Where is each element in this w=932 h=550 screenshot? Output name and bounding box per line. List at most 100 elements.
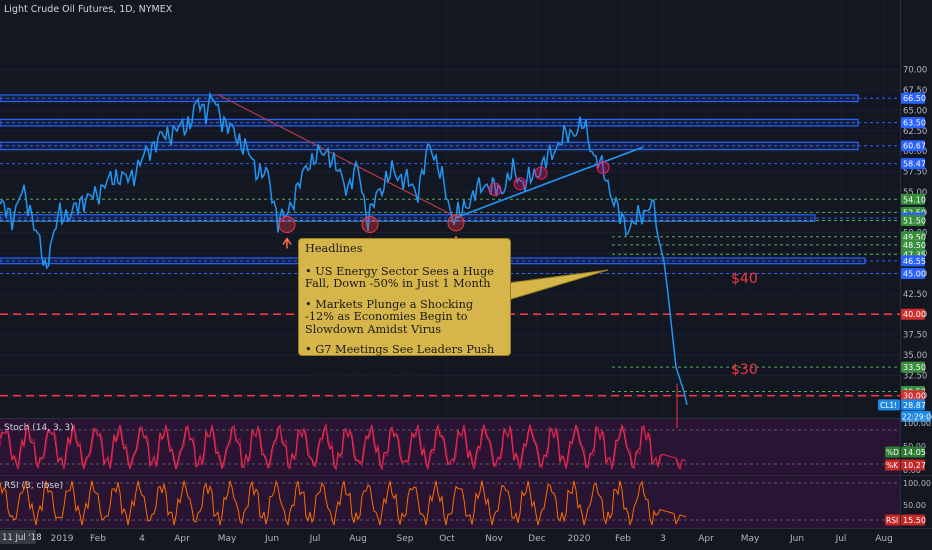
time-start-label: 11 Jul '18 <box>2 533 42 543</box>
rsi-line[interactable] <box>0 479 687 527</box>
price-badge-label: 33.50 <box>903 363 926 372</box>
swing-low-marker[interactable] <box>447 214 465 232</box>
time-tick-label: Apr <box>174 534 190 544</box>
price-tick-label: 55.00 <box>903 188 927 198</box>
symbol-tag <box>878 399 900 411</box>
resistance-zone[interactable] <box>0 214 816 222</box>
stoch-d-tag-label: %D <box>886 448 899 457</box>
price-badge <box>901 214 925 226</box>
stoch-k-line[interactable] <box>0 422 687 471</box>
time-tick-label: 2020 <box>568 534 591 544</box>
price-badge-label: 58.47 <box>903 160 926 169</box>
price-tick-label: 37.50 <box>903 331 927 341</box>
symbol-tag-label: CL1! <box>880 401 897 410</box>
price-badge-label: 49.50 <box>903 233 926 242</box>
time-tick-label: Aug <box>875 534 893 544</box>
stoch-k-tag-label: %K <box>886 461 899 470</box>
price-badge-label: 46.55 <box>903 257 926 266</box>
price-tick-label: 42.50 <box>903 290 927 300</box>
countdown-badge <box>901 410 931 422</box>
rsi-badge <box>901 514 925 526</box>
rsi-label: RSI (3, close) <box>4 481 63 491</box>
stoch-d-line[interactable] <box>0 424 687 470</box>
time-tick-label: Feb <box>615 534 631 544</box>
price-badge <box>901 308 925 320</box>
trendline-blue[interactable] <box>454 146 644 219</box>
rsi-tick-label: 50.00 <box>903 501 926 510</box>
arrow-up-icon <box>282 237 292 249</box>
time-tick-label: Dec <box>528 534 545 544</box>
time-tick-label: Jun <box>264 534 279 544</box>
price-badge <box>901 399 925 411</box>
headline-item: • G7 Meetings See Leaders Push for Any M… <box>305 343 495 381</box>
time-tick-label: Sep <box>397 534 414 544</box>
level-40-label: $40 <box>731 271 758 287</box>
price-badge <box>901 390 925 402</box>
stoch-d-badge-label: 14.05 <box>903 448 926 457</box>
price-badge-label: 47.35 <box>903 250 926 259</box>
price-badge-label: 60.67 <box>903 142 926 151</box>
time-tick-label: 2019 <box>51 534 74 544</box>
price-badge <box>901 239 925 251</box>
stoch-d-badge <box>901 446 925 458</box>
swing-low-marker[interactable] <box>278 216 296 234</box>
price-badge-label: 30.00 <box>903 392 926 401</box>
time-tick-label: Jun <box>789 534 804 544</box>
price-tick-label: 67.50 <box>903 86 927 96</box>
time-tick-label: Jul <box>309 534 321 544</box>
price-tick-label: 32.50 <box>903 371 927 381</box>
time-tick-label: Feb <box>90 534 106 544</box>
time-tick-label: Aug <box>349 534 367 544</box>
time-tick-label: 4 <box>139 534 145 544</box>
touch-marker[interactable] <box>596 161 610 174</box>
headlines-title: Headlines <box>305 242 363 255</box>
touch-marker[interactable] <box>513 177 527 191</box>
price-badge-label: 51.50 <box>903 216 926 225</box>
stoch-pane[interactable] <box>0 419 900 475</box>
rsi-tick-label: 100.00 <box>903 479 931 488</box>
stoch-k-tag <box>885 459 900 471</box>
headlines-callout[interactable]: Headlines • US Energy Sector Sees a Huge… <box>298 238 511 381</box>
headline-item: • Markets Plunge a Shocking -12% as Econ… <box>305 297 474 336</box>
price-tick-label: 60.00 <box>903 147 927 157</box>
price-badge <box>901 193 925 205</box>
rsi-tag <box>885 514 900 526</box>
touch-marker[interactable] <box>534 166 548 180</box>
price-tick-label: 57.50 <box>903 168 927 178</box>
price-tick-label: 35.00 <box>903 351 927 361</box>
price-badge-label: 63.50 <box>903 119 926 128</box>
swing-low-marker[interactable] <box>361 216 379 234</box>
price-badge <box>901 255 925 267</box>
countdown-label: 22:29:06 <box>902 412 932 421</box>
time-tick-label: Jul <box>835 534 847 544</box>
chart-title: Light Crude Oil Futures, 1D, NYMEX <box>4 4 173 15</box>
rsi-badge-label: 15.50 <box>903 516 926 525</box>
rsi-tag-label: RSI <box>886 516 898 525</box>
stoch-label: Stoch (14, 3, 3) <box>4 423 74 433</box>
price-badge <box>901 140 925 152</box>
price-badge-label: 45.00 <box>903 269 926 278</box>
price-badge <box>901 92 925 104</box>
time-tick-label: May <box>741 534 760 544</box>
price-badge <box>901 361 925 373</box>
headline-item: • US Energy Sector Sees a Huge Fall, Dow… <box>305 264 494 290</box>
price-badge <box>901 158 925 170</box>
time-tick-label: May <box>218 534 237 544</box>
price-badge-label: 54.10 <box>903 195 926 204</box>
stoch-k-badge <box>901 459 925 471</box>
stoch-tick-label: 100.00 <box>903 419 931 428</box>
price-tick-label: 62.50 <box>903 127 927 137</box>
time-tick-label: 3 <box>660 534 666 544</box>
stoch-d-tag <box>885 446 900 458</box>
trendline-red[interactable] <box>216 93 456 217</box>
time-tick-label: Nov <box>485 534 503 544</box>
time-start-badge <box>0 530 36 544</box>
price-badge-label: 28.87 <box>903 401 926 410</box>
level-30-label: $30 <box>731 362 758 378</box>
touch-marker[interactable] <box>488 183 502 197</box>
price-tick-label: 70.00 <box>903 66 927 76</box>
stoch-k-badge-label: 10.27 <box>903 461 926 470</box>
price-series-line[interactable] <box>0 91 688 406</box>
time-tick-label: Apr <box>698 534 714 544</box>
